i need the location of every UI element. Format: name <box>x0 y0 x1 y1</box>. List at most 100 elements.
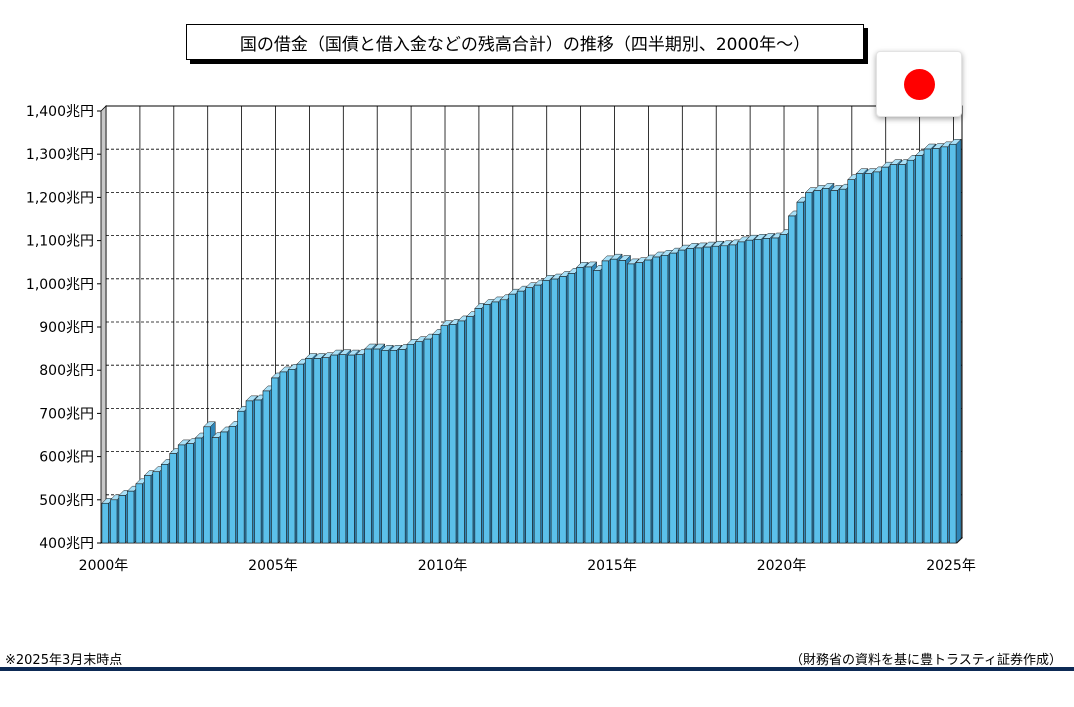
bar <box>559 276 567 544</box>
bar <box>754 239 762 544</box>
bar <box>915 155 923 544</box>
bar <box>474 308 482 544</box>
bar <box>940 146 948 544</box>
bar <box>720 245 728 544</box>
bar <box>499 299 508 544</box>
bar <box>440 325 448 544</box>
bar <box>262 390 270 544</box>
bar <box>118 495 126 544</box>
bar <box>771 237 779 544</box>
bar <box>677 249 686 544</box>
bar <box>872 171 881 544</box>
bar <box>737 241 745 544</box>
bar <box>381 350 389 544</box>
y-tick-label: 1,400兆円 <box>26 104 94 120</box>
y-tick-label: 600兆円 <box>39 450 94 466</box>
bar <box>949 143 957 544</box>
left-wall <box>100 105 107 544</box>
bar <box>889 164 898 544</box>
x-tick-label: 2020年 <box>757 558 807 574</box>
bar <box>491 301 499 544</box>
bar <box>203 426 211 544</box>
bar <box>364 348 372 544</box>
bar <box>220 431 228 544</box>
bar <box>855 173 864 544</box>
bar <box>415 341 423 544</box>
y-tick-label: 500兆円 <box>39 493 94 509</box>
bar <box>211 437 220 544</box>
bar <box>728 244 737 544</box>
bar <box>279 371 287 544</box>
bar <box>838 188 847 544</box>
bar <box>101 502 109 544</box>
japan-flag-icon <box>876 51 962 117</box>
bar <box>516 290 525 544</box>
bar <box>830 190 838 544</box>
bar <box>779 234 787 544</box>
x-tick-label: 2000年 <box>79 558 129 574</box>
bar <box>372 348 381 544</box>
bar <box>644 259 652 544</box>
bar <box>533 284 542 544</box>
bar <box>186 443 194 544</box>
bar <box>398 349 406 544</box>
bar <box>271 377 279 544</box>
bar <box>457 320 465 544</box>
bar <box>389 350 398 544</box>
bar <box>898 164 906 544</box>
y-tick-label: 1,200兆円 <box>26 190 94 206</box>
bar <box>550 278 559 544</box>
bar <box>593 270 601 544</box>
bar <box>864 173 872 544</box>
bar <box>177 444 186 544</box>
bar <box>635 262 643 544</box>
bar <box>313 358 321 544</box>
bar-side <box>955 138 962 544</box>
bar <box>406 343 414 544</box>
bar <box>144 475 152 544</box>
y-tick-label: 700兆円 <box>39 406 94 422</box>
bar <box>245 400 253 544</box>
bar <box>466 316 474 544</box>
y-tick-label: 800兆円 <box>39 363 94 379</box>
bar <box>932 148 940 544</box>
bar <box>347 354 355 544</box>
bar <box>923 148 931 544</box>
footnote: ※2025年3月末時点 <box>5 653 123 668</box>
bar <box>194 437 203 544</box>
bar <box>762 238 770 544</box>
flag-circle <box>904 69 935 100</box>
bar <box>610 258 618 544</box>
bar <box>627 263 635 544</box>
bar <box>660 254 669 544</box>
chart-title-box: 国の借金（国債と借入金などの残高合計）の推移（四半期別、2000年～） <box>186 24 864 60</box>
bar <box>449 324 457 544</box>
bar <box>576 267 584 544</box>
bar <box>432 334 440 544</box>
chart-title: 国の借金（国債と借入金などの残高合計）の推移（四半期別、2000年～） <box>239 34 811 55</box>
bar <box>321 357 330 544</box>
bar <box>711 245 720 544</box>
bar <box>152 471 160 544</box>
bar <box>135 483 143 544</box>
bar <box>254 399 262 544</box>
bar <box>813 190 821 544</box>
x-tick-label: 2010年 <box>418 558 468 574</box>
bar <box>127 490 135 544</box>
bar <box>906 159 914 544</box>
debt-bar-chart: 400兆円 500兆円 600兆円 700兆円 800兆円 900兆円 1,000兆円 1,1… <box>26 104 976 574</box>
bar <box>796 201 804 544</box>
bottom-rule <box>0 667 1074 671</box>
bar <box>355 354 364 544</box>
y-tick-label: 400兆円 <box>39 536 94 552</box>
bar <box>584 266 592 544</box>
bar <box>110 499 118 544</box>
bar <box>669 252 677 544</box>
source-note: （財務省の資料を基に豊トラスティ証券作成） <box>790 653 1062 668</box>
bar <box>703 246 711 544</box>
bar <box>288 369 296 544</box>
bar <box>338 354 347 544</box>
bar <box>788 215 796 544</box>
x-tick-label: 2025年 <box>926 558 976 574</box>
bar <box>237 410 245 544</box>
